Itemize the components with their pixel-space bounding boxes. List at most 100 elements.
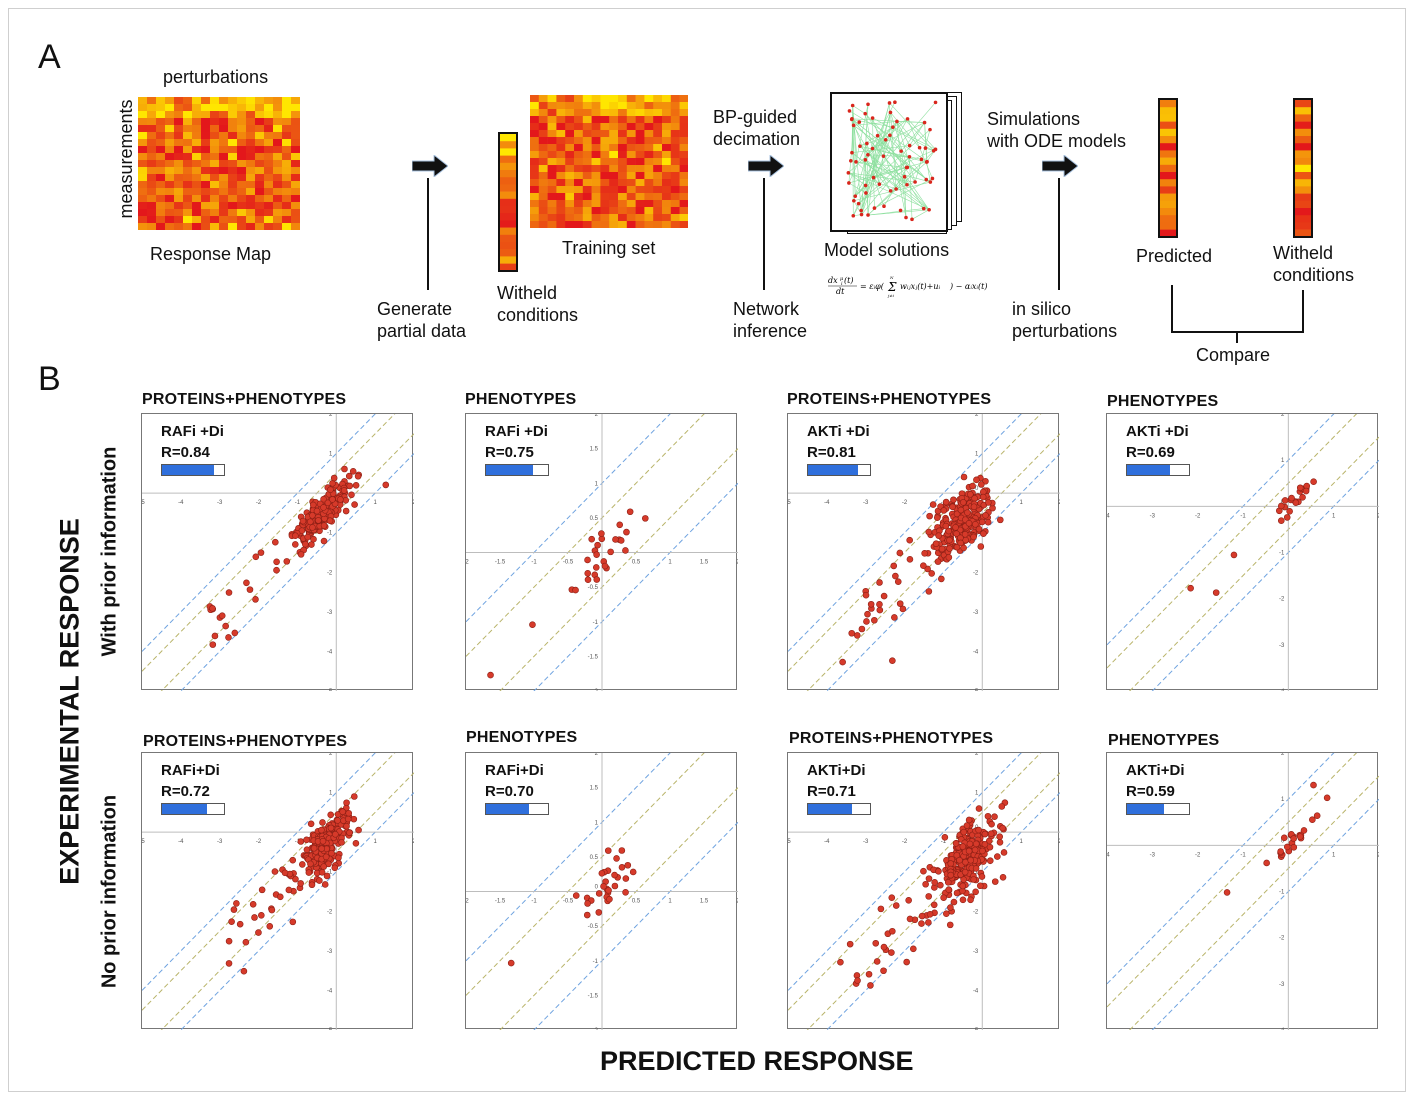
response-map-cell xyxy=(183,202,193,210)
data-point xyxy=(327,811,334,819)
data-point xyxy=(607,548,614,556)
response-map-cell xyxy=(201,223,211,230)
data-point xyxy=(322,853,330,861)
network-node xyxy=(882,204,886,209)
response-map-cell xyxy=(273,97,283,105)
training-set-cell xyxy=(591,123,601,131)
correlation-bar xyxy=(161,464,225,476)
correlation-value: R=0.72 xyxy=(161,783,210,800)
training-set-cell xyxy=(679,144,688,152)
network-node xyxy=(902,174,907,179)
x-tick-label: 1 xyxy=(1019,500,1023,506)
predicted-column-box xyxy=(1158,98,1178,238)
data-point xyxy=(877,905,885,913)
training-set-cell xyxy=(635,144,645,152)
figure-frame xyxy=(8,8,1406,1092)
training-set-cell xyxy=(670,137,680,145)
training-set-cell xyxy=(670,151,680,159)
training-set-cell xyxy=(547,116,557,124)
training-set-cell xyxy=(600,151,610,159)
network-graph xyxy=(846,100,938,222)
data-point xyxy=(624,861,632,869)
x-tick-label: 0.5 xyxy=(632,899,641,905)
predicted-cell xyxy=(1160,157,1176,166)
network-node xyxy=(863,183,868,188)
network-edge xyxy=(904,176,924,209)
response-map-cell xyxy=(237,216,247,224)
response-map-cell xyxy=(264,174,274,182)
network-node xyxy=(907,154,912,159)
response-map-cell xyxy=(201,209,211,217)
training-set-cell xyxy=(600,200,610,208)
training-set-cell xyxy=(600,186,610,194)
x-tick-label: -0.5 xyxy=(563,560,574,566)
data-point xyxy=(588,535,595,543)
plot-title: PHENOTYPES xyxy=(1107,393,1219,410)
x-tick-label: -3 xyxy=(217,839,223,845)
response-map-cell xyxy=(282,97,292,105)
training-set-cell xyxy=(556,95,566,103)
x-tick-label: -1 xyxy=(531,899,537,905)
data-point xyxy=(249,900,257,908)
response-map-cell xyxy=(264,188,274,196)
training-set-cell xyxy=(565,186,575,194)
correlation-value: R=0.69 xyxy=(1126,444,1175,461)
training-set-cell xyxy=(662,214,672,222)
data-point xyxy=(1281,497,1289,504)
response-map-cell xyxy=(174,97,184,105)
response-map-cell xyxy=(183,132,193,140)
training-set-cell xyxy=(565,116,575,124)
training-set-cell xyxy=(644,186,654,194)
training-set-cell xyxy=(653,151,663,159)
response-map-cell xyxy=(147,216,157,224)
network-edge xyxy=(849,110,891,136)
training-set-cell xyxy=(679,123,688,131)
data-point xyxy=(890,562,898,570)
training-set-cell xyxy=(635,214,645,222)
training-set-cell xyxy=(653,165,663,173)
training-set-cell xyxy=(662,137,672,145)
response-map-cell xyxy=(228,153,238,161)
data-point xyxy=(985,499,992,506)
response-map-cell xyxy=(264,202,274,210)
data-point xyxy=(959,896,967,904)
data-point xyxy=(328,849,335,857)
training-set-cell xyxy=(670,102,680,110)
response-map-cell xyxy=(282,216,292,224)
training-set-cell xyxy=(574,193,584,201)
data-point xyxy=(965,847,973,855)
panel-b-letter: B xyxy=(38,360,61,398)
response-map-cell xyxy=(147,125,157,133)
response-map-cell xyxy=(291,97,300,105)
simulations-line2: with ODE models xyxy=(987,131,1127,151)
response-map-cell xyxy=(156,146,166,154)
network-node xyxy=(854,160,858,164)
response-map-cell xyxy=(291,132,300,140)
training-set-cell xyxy=(653,102,663,110)
response-map-cell xyxy=(174,188,184,196)
svg-text:dt: dt xyxy=(836,287,845,296)
data-point xyxy=(335,854,342,862)
data-point xyxy=(906,915,914,923)
data-point xyxy=(942,522,950,530)
training-set-cell xyxy=(574,207,584,215)
training-set-cell xyxy=(679,214,688,222)
response-map-cell xyxy=(165,216,175,224)
response-map-cell xyxy=(192,160,202,168)
training-set-cell xyxy=(547,186,557,194)
response-map-cell xyxy=(255,209,265,217)
x-tick-label: 0.5 xyxy=(632,560,641,566)
diagonal-reference-line xyxy=(142,414,396,672)
training-set-cell xyxy=(574,151,584,159)
response-map-cell xyxy=(273,188,283,196)
network-edge xyxy=(864,113,916,183)
response-map-cell xyxy=(291,146,300,154)
x-tick-label: -4 xyxy=(1107,852,1110,858)
training-set-cell xyxy=(530,172,540,180)
response-map-cell xyxy=(210,195,220,203)
data-point xyxy=(979,493,987,501)
training-set-cell xyxy=(574,186,584,194)
network-edge xyxy=(867,149,936,216)
response-map-cell xyxy=(219,146,229,154)
compare-line-right xyxy=(1302,290,1304,332)
